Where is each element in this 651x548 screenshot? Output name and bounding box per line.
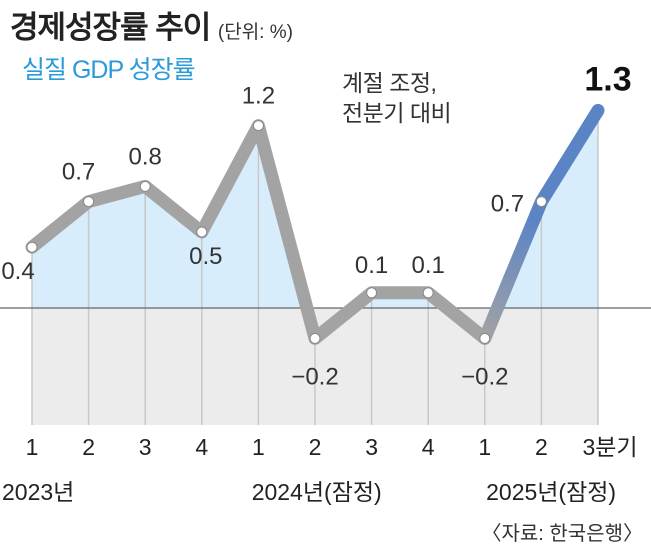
positive-area [32, 110, 598, 308]
data-point-marker [422, 287, 434, 299]
year-label: 2024년(잠정) [252, 479, 382, 505]
source-note: 〈자료: 한국은행〉 [481, 523, 643, 545]
data-label: 0.7 [62, 159, 95, 186]
data-label: 0.1 [355, 252, 388, 279]
data-label: 0.4 [1, 258, 34, 285]
data-point-marker [26, 241, 38, 253]
x-tick-label: 4 [195, 434, 208, 460]
data-point-marker [139, 180, 151, 192]
x-tick-label: 4 [422, 434, 435, 460]
x-tick-label: 3분기 [582, 434, 637, 460]
x-tick-label: 2 [309, 434, 322, 460]
year-label: 2023년 [2, 479, 74, 505]
data-point-marker [83, 196, 95, 208]
annotation-line-1: 계절 조정, [342, 70, 437, 96]
x-tick-label: 2 [82, 434, 95, 460]
data-point-marker [535, 196, 547, 208]
data-label: 1.3 [584, 60, 631, 98]
data-point-marker [479, 332, 491, 344]
x-tick-label: 1 [26, 434, 39, 460]
annotation-line-2: 전분기 대비 [342, 100, 452, 126]
x-tick-label: 1 [478, 434, 491, 460]
chart-subtitle: 실질 GDP 성장률 [22, 56, 196, 84]
data-label: 0.1 [412, 252, 445, 279]
annotation: 계절 조정, 전분기 대비 [342, 68, 452, 128]
data-label: −0.2 [461, 363, 508, 390]
data-point-marker [196, 226, 208, 238]
data-label: −0.2 [291, 363, 338, 390]
data-point-marker [309, 332, 321, 344]
x-tick-label: 2 [535, 434, 548, 460]
data-point-marker [366, 287, 378, 299]
data-label: 1.2 [242, 83, 275, 110]
data-point-marker [252, 120, 264, 132]
x-tick-label: 3 [365, 434, 378, 460]
unit-label: (단위: %) [217, 22, 293, 43]
data-label: 0.8 [129, 143, 162, 170]
data-label: 0.5 [189, 243, 222, 270]
title-text: 경제성장률 추이 [10, 10, 211, 45]
x-tick-label: 1 [252, 434, 265, 460]
chart-title: 경제성장률 추이 (단위: %) [10, 2, 293, 47]
x-tick-label: 3 [139, 434, 152, 460]
year-label: 2025년(잠정) [486, 479, 616, 505]
data-label: 0.7 [491, 191, 524, 218]
